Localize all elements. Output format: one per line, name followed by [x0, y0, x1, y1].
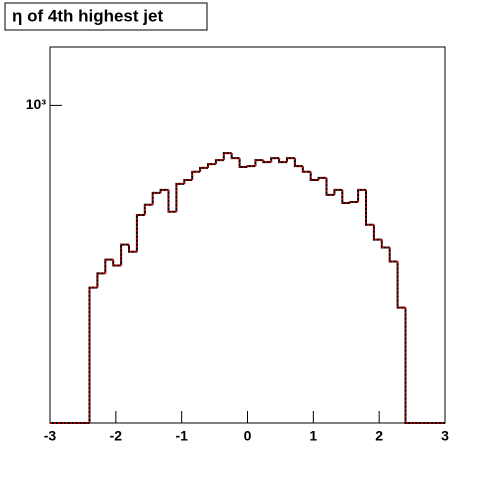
bar-edge: [254, 159, 264, 167]
bar-dash: [325, 177, 335, 196]
bar-dash: [317, 177, 327, 181]
bar-dash: [191, 171, 201, 181]
bar-dash: [333, 189, 343, 195]
x-tick-label: -1: [175, 428, 188, 444]
bar-dash: [373, 224, 382, 241]
x-tick-label: -2: [110, 428, 123, 444]
bar-dash: [246, 165, 256, 168]
bar-dash: [294, 158, 303, 167]
bar-dash: [302, 166, 311, 173]
title-box: [4, 2, 208, 31]
bar-dash: [238, 158, 248, 168]
bar-dash: [159, 189, 169, 193]
bar-dash: [286, 157, 295, 163]
bar-dash: [262, 160, 272, 163]
bar-dash: [128, 244, 137, 253]
bar-dash: [309, 171, 319, 181]
bar-dash: [112, 259, 122, 267]
bar-dash: [88, 286, 98, 423]
x-tick-label: -3: [44, 428, 57, 444]
x-tick-label: 1: [309, 428, 317, 444]
x-tick-label: 3: [441, 428, 449, 444]
chart-title: η of 4th highest jet: [12, 6, 163, 25]
bar-dash: [365, 189, 374, 226]
bar-dash: [270, 157, 280, 163]
bar-dash: [167, 189, 177, 213]
bar-dash: [278, 158, 287, 163]
bar-dash: [175, 183, 185, 212]
bar-dash: [381, 239, 390, 249]
bar-dash: [404, 307, 414, 424]
bar-dash: [199, 167, 208, 172]
bar-dash: [183, 179, 193, 184]
bar-dash: [388, 247, 398, 263]
x-tick-label: 2: [375, 428, 383, 444]
bar-dash: [215, 159, 224, 165]
bar-dash: [223, 152, 232, 161]
bar-dash: [341, 189, 351, 204]
bar-dash: [357, 189, 366, 202]
bar-dash: [120, 243, 129, 266]
y-tick-label: 10³: [26, 96, 47, 112]
bar-dash: [96, 272, 106, 288]
bar-edge: [396, 261, 406, 309]
bar-dash: [104, 258, 114, 274]
bar-edge: [143, 203, 153, 216]
bar-dash: [136, 214, 145, 252]
bar-dash: [349, 201, 359, 203]
bar-dash: [230, 153, 240, 159]
x-tick-label: 0: [244, 428, 252, 444]
bar-dash: [207, 163, 216, 168]
bar-dash: [151, 192, 161, 205]
